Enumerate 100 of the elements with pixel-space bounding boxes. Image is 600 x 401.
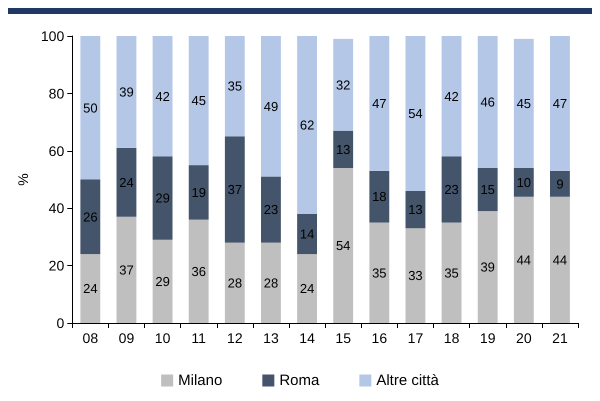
bar bbox=[550, 196, 570, 323]
bar bbox=[442, 156, 462, 223]
bar bbox=[514, 196, 534, 323]
bar bbox=[224, 36, 245, 136]
bar bbox=[442, 36, 462, 157]
data-label: 32 bbox=[336, 77, 350, 92]
bar bbox=[406, 228, 426, 323]
x-tick-label: 14 bbox=[299, 330, 316, 346]
data-label: 10 bbox=[516, 174, 532, 190]
data-label: 36 bbox=[191, 264, 206, 279]
bar bbox=[261, 242, 281, 323]
bar bbox=[152, 36, 173, 157]
data-label: 39 bbox=[480, 260, 495, 275]
bar bbox=[369, 36, 390, 171]
x-tick-label: 08 bbox=[82, 330, 98, 346]
data-label: 23 bbox=[444, 182, 459, 198]
bar bbox=[369, 222, 390, 323]
y-tick-label: 60 bbox=[48, 142, 64, 159]
data-label: 46 bbox=[480, 94, 495, 110]
data-label: 19 bbox=[191, 184, 206, 200]
data-label: 24 bbox=[119, 174, 134, 190]
data-label: 62 bbox=[300, 117, 314, 132]
data-label: 44 bbox=[516, 252, 532, 268]
data-label: 47 bbox=[372, 96, 387, 111]
bar bbox=[333, 168, 354, 323]
bar bbox=[188, 36, 209, 166]
data-label: 35 bbox=[444, 265, 459, 280]
y-tick-label: 100 bbox=[40, 28, 64, 44]
bar bbox=[261, 36, 281, 177]
data-label: 23 bbox=[264, 202, 278, 218]
bar bbox=[224, 242, 245, 323]
x-tick-label: 09 bbox=[118, 330, 134, 346]
data-label: 54 bbox=[336, 238, 350, 254]
legend-label: Roma bbox=[279, 372, 320, 389]
y-tick-label: 80 bbox=[48, 85, 64, 102]
data-label: 35 bbox=[372, 265, 387, 280]
bar bbox=[261, 176, 281, 243]
bar bbox=[550, 36, 570, 171]
data-label: 24 bbox=[83, 281, 98, 296]
bar bbox=[478, 36, 498, 168]
data-label: 26 bbox=[83, 209, 98, 224]
legend-label: Milano bbox=[178, 372, 222, 389]
data-label: 33 bbox=[408, 268, 423, 284]
x-tick-label: 10 bbox=[154, 330, 171, 346]
y-tick-label: 0 bbox=[56, 315, 64, 331]
legend-label: Altre città bbox=[376, 372, 440, 389]
bar bbox=[478, 168, 498, 212]
data-label: 24 bbox=[300, 281, 314, 296]
bar bbox=[478, 211, 498, 323]
data-label: 42 bbox=[444, 88, 459, 104]
x-tick-label: 20 bbox=[516, 330, 532, 346]
data-label: 39 bbox=[119, 84, 134, 100]
x-tick-label: 16 bbox=[372, 330, 388, 346]
data-label: 28 bbox=[264, 275, 278, 290]
data-label: 35 bbox=[228, 78, 242, 94]
data-label: 9 bbox=[556, 176, 564, 192]
data-label: 45 bbox=[516, 96, 532, 111]
bar bbox=[80, 254, 100, 323]
data-label: 44 bbox=[552, 252, 568, 268]
x-tick-label: 12 bbox=[227, 330, 243, 346]
data-label: 29 bbox=[155, 190, 170, 206]
data-label: 42 bbox=[155, 88, 170, 104]
bar bbox=[333, 38, 354, 131]
data-label: 14 bbox=[300, 226, 314, 242]
bar bbox=[80, 180, 100, 254]
data-label: 54 bbox=[408, 106, 423, 121]
bar bbox=[188, 220, 209, 323]
x-tick-label: 18 bbox=[444, 330, 460, 346]
data-label: 28 bbox=[228, 275, 242, 290]
bar bbox=[297, 214, 317, 254]
x-tick-label: 17 bbox=[408, 330, 424, 346]
bar bbox=[188, 165, 209, 220]
bar bbox=[116, 216, 136, 323]
data-label: 13 bbox=[408, 202, 423, 218]
data-label: 15 bbox=[480, 182, 495, 198]
y-tick-label: 20 bbox=[48, 258, 64, 274]
data-label: 29 bbox=[155, 274, 170, 289]
y-axis-title: % bbox=[15, 173, 31, 186]
bar bbox=[80, 36, 100, 180]
x-tick-label: 11 bbox=[191, 330, 206, 346]
data-label: 47 bbox=[552, 96, 568, 111]
x-tick-label: 19 bbox=[480, 330, 496, 346]
bar bbox=[406, 36, 426, 191]
bar bbox=[297, 36, 317, 214]
x-tick-label: 13 bbox=[263, 330, 279, 346]
data-label: 37 bbox=[119, 262, 134, 278]
y-tick-label: 40 bbox=[48, 200, 64, 216]
bar bbox=[116, 36, 136, 148]
data-label: 18 bbox=[372, 189, 387, 204]
x-tick-label: 21 bbox=[552, 330, 568, 346]
data-label: 13 bbox=[336, 142, 350, 157]
bar bbox=[152, 240, 173, 323]
x-tick-label: 15 bbox=[335, 330, 352, 346]
data-label: 37 bbox=[228, 182, 242, 198]
bar bbox=[550, 170, 570, 197]
bar bbox=[333, 130, 354, 168]
data-label: 49 bbox=[264, 98, 278, 114]
data-label: 50 bbox=[83, 100, 98, 116]
data-label: 45 bbox=[191, 93, 206, 108]
bar bbox=[514, 38, 534, 168]
